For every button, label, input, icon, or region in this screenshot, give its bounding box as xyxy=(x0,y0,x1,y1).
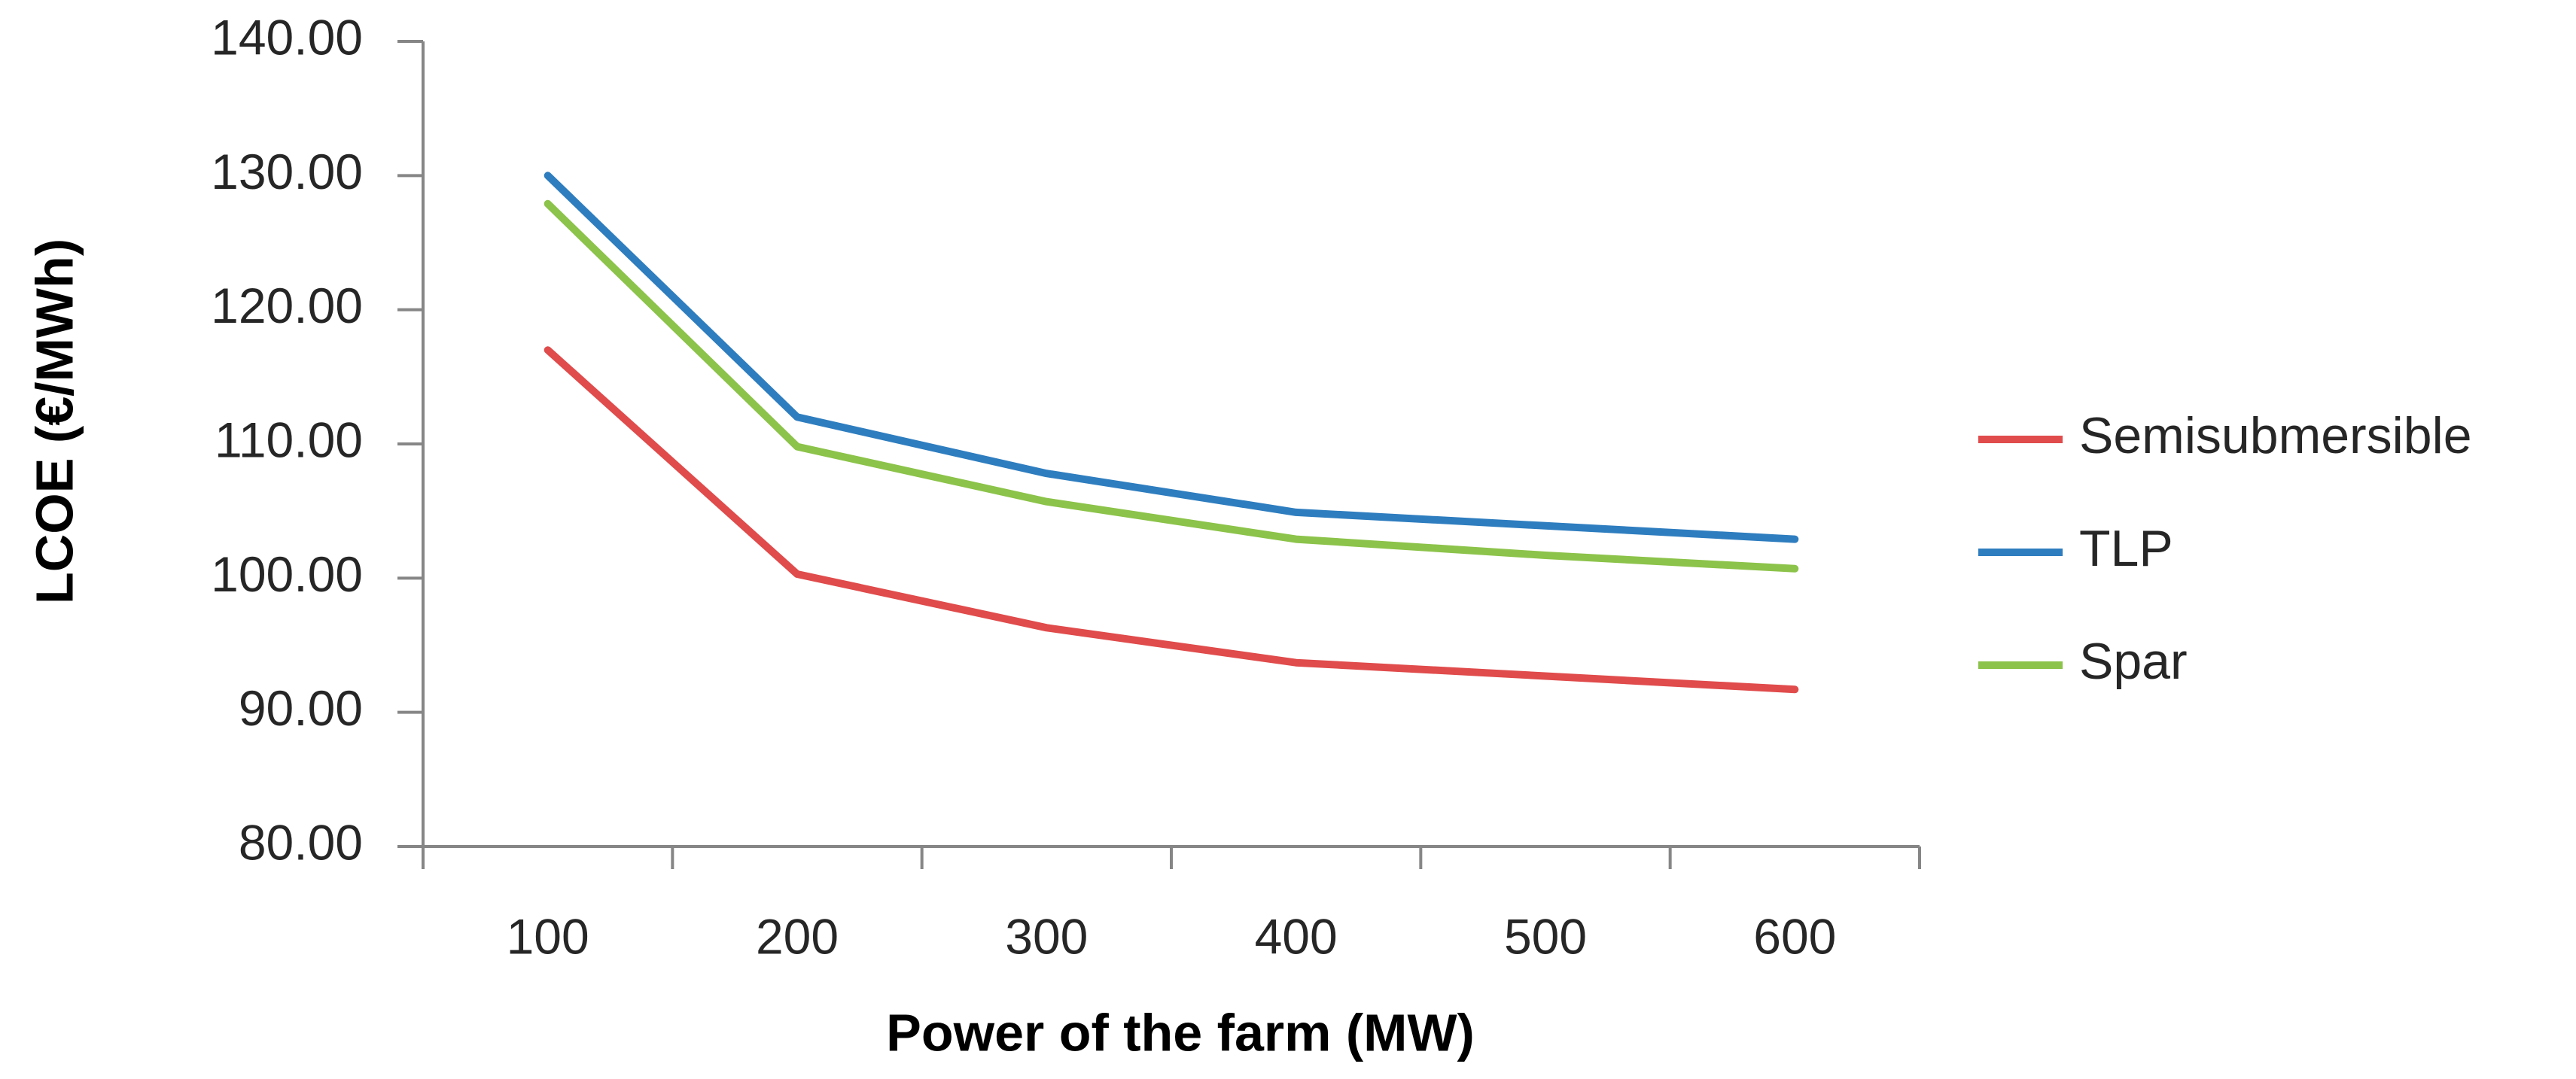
x-tick-label: 500 xyxy=(1504,908,1587,964)
data-point-semisubmersible xyxy=(1794,688,1795,690)
y-tick-label: 80.00 xyxy=(239,814,363,870)
y-tick-label: 90.00 xyxy=(239,680,363,736)
legend: Semisubmersible TLP Spar xyxy=(1978,407,2472,690)
y-tick-label: 130.00 xyxy=(211,144,363,199)
x-tick-label: 100 xyxy=(507,908,589,964)
data-point-spar xyxy=(1296,539,1297,540)
series-line-semisubmersible xyxy=(544,346,1799,694)
x-tick-label: 400 xyxy=(1255,908,1338,964)
legend-item-tlp: TLP xyxy=(1978,520,2173,577)
series-line-tlp xyxy=(544,172,1799,543)
data-point-spar xyxy=(796,446,798,448)
data-point-spar xyxy=(547,203,549,205)
data-point-semisubmersible xyxy=(547,349,549,351)
x-tick-label: 300 xyxy=(1005,908,1088,964)
x-tick-label: 200 xyxy=(756,908,839,964)
legend-item-spar: Spar xyxy=(1978,633,2188,690)
series-line-spar xyxy=(544,199,1799,573)
y-axis-ticks: 80.00 90.00 100.00 110.00 120.00 130.00 140.00 xyxy=(211,9,423,870)
data-point-tlp xyxy=(1545,525,1546,527)
data-point-spar xyxy=(1794,568,1795,570)
data-point-spar xyxy=(1545,555,1546,556)
data-point-semisubmersible xyxy=(1545,676,1546,677)
legend-label: TLP xyxy=(2079,520,2173,577)
data-point-semisubmersible xyxy=(1046,627,1047,628)
data-point-tlp xyxy=(1794,539,1795,540)
data-point-semisubmersible xyxy=(796,573,798,575)
data-point-semisubmersible xyxy=(1296,662,1297,664)
y-tick-label: 120.00 xyxy=(211,278,363,333)
data-point-tlp xyxy=(1046,473,1047,474)
legend-item-semisubmersible: Semisubmersible xyxy=(1978,407,2472,464)
x-axis-title: Power of the farm (MW) xyxy=(886,1003,1475,1062)
y-tick-label: 100.00 xyxy=(211,546,363,602)
y-tick-label: 140.00 xyxy=(211,9,363,65)
data-point-tlp xyxy=(1296,512,1297,513)
x-tick-label: 600 xyxy=(1753,908,1836,964)
data-point-tlp xyxy=(547,175,549,176)
y-axis-title: LCOE (€/MWh) xyxy=(25,239,84,604)
legend-label: Spar xyxy=(2079,633,2188,690)
legend-label: Semisubmersible xyxy=(2079,407,2472,464)
data-point-spar xyxy=(1046,501,1047,503)
series-lines xyxy=(544,172,1799,694)
data-point-tlp xyxy=(796,416,798,418)
y-tick-label: 110.00 xyxy=(215,412,363,467)
x-axis-ticks: 100 200 300 400 500 600 xyxy=(422,846,1921,964)
